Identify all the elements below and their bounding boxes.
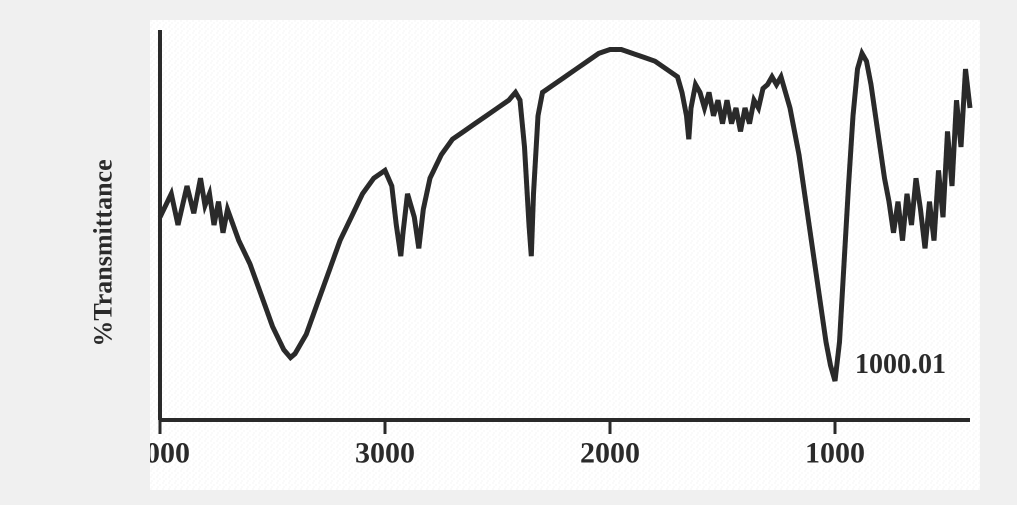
- x-tick-label: 3000: [355, 437, 415, 470]
- peak-annotations: 1000.01: [855, 349, 946, 380]
- x-ticks: 4000 3000 2000 1000: [150, 420, 865, 470]
- plot-area: 4000 3000 2000 1000 1000.01: [150, 20, 980, 490]
- x-tick-label: 2000: [580, 437, 640, 470]
- x-tick-label: 1000: [805, 437, 865, 470]
- ir-spectrum-figure: %Transmittance 4000 3000 2000 1000 1000.01: [0, 0, 1017, 505]
- peak-label: 1000.01: [855, 349, 946, 380]
- spectrum-line: [160, 50, 970, 382]
- x-tick-label: 4000: [150, 437, 190, 470]
- y-axis-label: %Transmittance: [89, 159, 119, 346]
